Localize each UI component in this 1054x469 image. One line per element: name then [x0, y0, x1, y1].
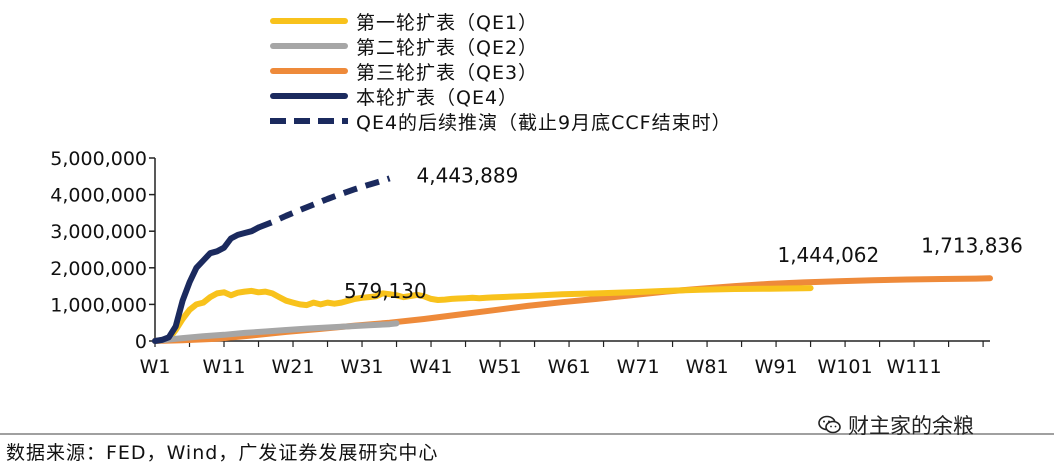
x-tick-label: W111: [887, 356, 942, 378]
legend-swatch: [270, 118, 348, 124]
data-label: 4,443,889: [417, 163, 519, 187]
legend-swatch: [270, 68, 348, 74]
x-tick-label: W11: [203, 356, 246, 378]
chart-series-group: [152, 175, 993, 344]
wechat-icon: [818, 415, 841, 434]
source-divider: [0, 433, 1054, 435]
x-tick-label: W61: [548, 356, 591, 378]
x-tick-label: W91: [755, 356, 798, 378]
y-tick-label: 2,000,000: [50, 258, 147, 280]
series-line-4: [152, 224, 262, 344]
x-tick-label: W1: [140, 356, 171, 378]
y-tick-label: 0: [135, 331, 147, 353]
y-tick-label: 1,000,000: [50, 294, 147, 316]
x-tick-label: W51: [479, 356, 522, 378]
x-tick-label: W71: [617, 356, 660, 378]
watermark-text: 财主家的余粮: [848, 414, 974, 438]
legend-label: QE4的后续推演（截止9月底CCF结束时）: [356, 112, 732, 134]
legend-label: 第二轮扩表（QE2）: [356, 37, 539, 59]
y-tick-label: 3,000,000: [50, 221, 147, 243]
data-label: 579,130: [344, 279, 427, 303]
data-label: 1,444,062: [777, 243, 879, 267]
data-label: 1,713,836: [921, 233, 1023, 257]
chart-axes: 0 1,000,000 2,000,000 3,000,000 4,000,000 5,0…: [50, 148, 990, 378]
legend-swatch: [270, 43, 348, 49]
x-tick-label: W101: [818, 356, 873, 378]
legend-label: 本轮扩表（QE4）: [356, 87, 519, 109]
x-tick-label: W41: [410, 356, 453, 378]
legend-swatch: [270, 93, 348, 99]
series-line-2: [152, 320, 400, 344]
series-line-1: [152, 285, 814, 344]
x-tick-label: W81: [686, 356, 729, 378]
x-tick-label: W31: [341, 356, 384, 378]
y-tick-label: 5,000,000: [50, 148, 147, 170]
legend-label: 第三轮扩表（QE3）: [356, 62, 539, 84]
legend-swatch: [270, 18, 348, 24]
series-line-5: [257, 175, 391, 231]
chart-annotations: 4,443,889 579,130 1,444,062 1,713,836: [344, 163, 1023, 302]
x-tick-label: W21: [272, 356, 315, 378]
watermark: 财主家的余粮: [818, 410, 974, 440]
data-source-note: 数据来源：FED，Wind，广发证券发展研究中心: [6, 442, 439, 464]
legend-label: 第一轮扩表（QE1）: [356, 12, 539, 34]
y-tick-label: 4,000,000: [50, 185, 147, 207]
